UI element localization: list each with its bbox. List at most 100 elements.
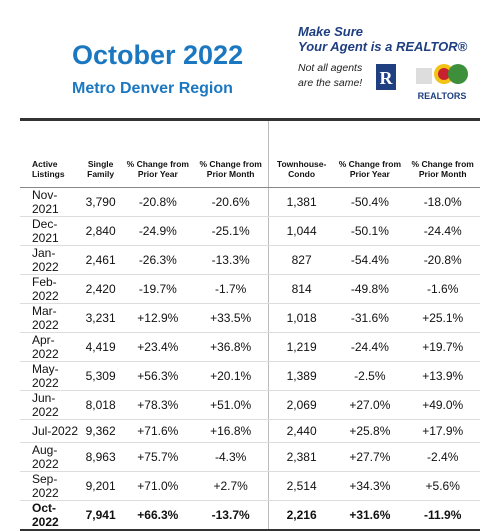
subtitle: Metro Denver Region [72, 80, 233, 97]
table-row: Dec-2021 2,840 -24.9% -25.1% 1,044 -50.1% -24.… [20, 216, 480, 246]
table-cell: Oct-2022 [32, 501, 59, 530]
table-cell: -50.1% [334, 216, 406, 246]
table-cell: +31.6% [349, 508, 391, 523]
table-cell: 2,216 [267, 500, 335, 531]
table-row: Jun-2022 8,018 +78.3% +51.0% 2,069 +27.0% +49.… [20, 390, 480, 420]
table-row: Sep-2022 9,201 +71.0% +2.7% 2,514 +34.3% +5.6% [20, 471, 480, 502]
column-header: Single Family [78, 119, 123, 188]
table-cell: +16.8% [193, 419, 269, 444]
table-cell: 5,309 [78, 361, 123, 391]
table-cell: 2,069 [267, 390, 335, 420]
table-cell: 1,018 [267, 303, 335, 333]
table-cell: Jun-2022 [20, 390, 79, 420]
table-cell: -50.4% [334, 187, 406, 217]
table-cell: 814 [267, 274, 335, 304]
table-cell: +12.9% [122, 303, 194, 333]
table-cell: Apr-2022 [20, 332, 79, 362]
table-cell: +51.0% [193, 390, 269, 420]
table-cell: -11.9% [424, 508, 462, 523]
table-cell: +78.3% [122, 390, 194, 420]
promo-line: Make Sure [298, 24, 364, 39]
table-cell: 2,420 [78, 274, 123, 304]
table-cell: +19.7% [405, 332, 480, 362]
table-cell: 2,840 [78, 216, 123, 246]
table-cell: 2,461 [78, 245, 123, 275]
table-cell: -13.3% [193, 245, 269, 275]
table-cell: +71.6% [122, 419, 194, 444]
column-header: Townhouse-Condo [267, 119, 335, 188]
table-cell: Nov-2021 [20, 187, 79, 217]
logo-text: REALTORS [418, 91, 467, 101]
table-cell: +27.7% [334, 442, 406, 473]
table-cell: +36.8% [193, 332, 269, 362]
table-cell: +20.1% [193, 361, 269, 391]
table-cell: +23.4% [122, 332, 194, 362]
table-cell: -25.1% [193, 216, 269, 246]
table-cell: -24.4% [334, 332, 406, 362]
table-cell: -20.8% [122, 187, 194, 217]
table-cell: +25.1% [405, 303, 480, 333]
table-cell: 1,044 [267, 216, 335, 246]
table-cell: -26.3% [122, 245, 194, 275]
logos: R REALTORS [376, 64, 468, 101]
table-cell: -24.4% [405, 216, 480, 246]
table-cell: +71.0% [122, 471, 194, 502]
table-cell: 2,381 [267, 442, 335, 473]
table-cell: -18.0% [405, 187, 480, 217]
title: October 2022 [72, 40, 244, 70]
table-cell: -2.4% [405, 442, 480, 473]
table-cell: Jan-2022 [20, 245, 79, 275]
table-cell: 3,790 [78, 187, 123, 217]
table-row: Mar-2022 3,231 +12.9% +33.5% 1,018 -31.6% +25.… [20, 303, 480, 333]
table-cell: +17.9% [405, 419, 480, 444]
table-cell: -54.4% [334, 245, 406, 275]
table-cell: +75.7% [122, 442, 194, 473]
table-cell: 827 [267, 245, 335, 275]
table-cell: Feb-2022 [20, 274, 79, 304]
table-cell: 2,514 [267, 471, 335, 502]
table-cell: 1,381 [267, 187, 335, 217]
table-cell: +34.3% [334, 471, 406, 502]
table-cell: +33.5% [193, 303, 269, 333]
realtor-logo [376, 64, 396, 90]
table-cell: 8,963 [78, 442, 123, 473]
table-cell: +2.7% [193, 471, 269, 502]
table-cell: +27.0% [334, 390, 406, 420]
table-cell: +25.8% [334, 419, 406, 444]
table-cell: -1.6% [405, 274, 480, 304]
table-cell: 1,219 [267, 332, 335, 362]
table-cell: -49.8% [334, 274, 406, 304]
table-row: Nov-2021 3,790 -20.8% -20.6% 1,381 -50.4% -18.… [20, 187, 480, 217]
table-cell: +66.3% [137, 508, 179, 523]
table-row: Oct-2022 7,941 +66.3% -13.7% 2,216 +31.6% -11.… [20, 500, 480, 531]
table-cell: +56.3% [122, 361, 194, 391]
table-cell: Sep-2022 [20, 471, 79, 502]
table-cell: 9,201 [78, 471, 123, 502]
table-row: Aug-2022 8,963 +75.7% -4.3% 2,381 +27.7% -2.4% [20, 442, 480, 473]
table-cell: -20.8% [405, 245, 480, 275]
table-row: May-2022 5,309 +56.3% +20.1% 1,389 -2.5% +13.9… [20, 361, 480, 391]
column-header: % Change from Prior Month [193, 119, 269, 188]
table-cell: -1.7% [193, 274, 269, 304]
table-row: Jan-2022 2,461 -26.3% -13.3% 827 -54.4% -20.8% [20, 245, 480, 275]
table-cell: -24.9% [122, 216, 194, 246]
promo-note: Not all agents [298, 62, 363, 74]
table-cell: -31.6% [334, 303, 406, 333]
table-row: Apr-2022 4,419 +23.4% +36.8% 1,219 -24.4% +19.… [20, 332, 480, 362]
column-header: % Change from Prior Month [405, 119, 480, 188]
column-header: % Change from Prior Year [122, 119, 194, 188]
table-cell: -2.5% [334, 361, 406, 391]
table-row: Jul-2022 9,362 +71.6% +16.8% 2,440 +25.8% +17.… [20, 419, 480, 444]
table-cell: 7,941 [85, 508, 116, 523]
table-cell: -13.7% [211, 508, 250, 523]
column-header: Active Listings [20, 119, 79, 188]
table-cell: May-2022 [20, 361, 79, 391]
table-cell: -4.3% [193, 442, 269, 473]
table-cell: Dec-2021 [20, 216, 79, 246]
promo-note: are the same! [298, 77, 363, 89]
listings-table: Active Listings Single Family% Change fro… [20, 118, 480, 531]
table-cell: 2,440 [267, 419, 335, 444]
table-cell: Mar-2022 [20, 303, 79, 333]
table-cell: 9,362 [78, 419, 123, 444]
column-header: % Change from Prior Year [334, 119, 406, 188]
